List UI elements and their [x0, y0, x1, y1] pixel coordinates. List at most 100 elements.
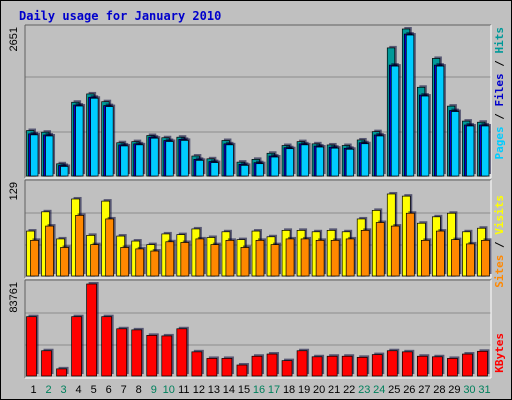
kbytes-bar: [41, 350, 52, 377]
sites-bar: [436, 230, 445, 277]
day-label: 13: [208, 384, 220, 396]
legend-bottom: KBytes: [493, 333, 506, 373]
pages-bar: [300, 144, 309, 177]
kbytes-bar: [477, 350, 488, 377]
kbytes-bar: [371, 354, 383, 377]
day-label: 2: [45, 384, 51, 396]
legend-entry: /: [493, 54, 506, 74]
legend-entry: Pages: [493, 126, 506, 159]
day-label: 1: [30, 384, 36, 396]
kbytes-bar: [432, 356, 443, 377]
chart-title: Daily usage for January 2010: [19, 9, 222, 23]
pages-bar: [330, 147, 339, 177]
max-label-top: 2651: [8, 27, 20, 51]
pages-bar: [135, 144, 144, 177]
sites-bar: [315, 239, 325, 277]
sites-bar: [390, 225, 400, 277]
pages-bar: [210, 162, 219, 177]
pages-bar: [436, 65, 445, 177]
sites-bar: [90, 244, 99, 277]
kbytes-bar: [356, 356, 368, 377]
day-label: 20: [313, 384, 325, 396]
kbytes-bar: [26, 316, 37, 377]
sites-bar: [466, 243, 475, 277]
day-label: 23: [358, 384, 370, 396]
sites-bar: [210, 244, 220, 277]
legend-middle: Sites / Visits: [493, 195, 506, 288]
sites-bar: [60, 247, 69, 277]
pages-bar: [30, 134, 39, 177]
day-label: 25: [388, 384, 400, 396]
kbytes-bar: [101, 316, 113, 377]
legend-entry: Visits: [493, 195, 506, 235]
sites-bar: [451, 239, 460, 277]
pages-bar: [150, 137, 159, 177]
pages-bar: [60, 166, 69, 177]
pages-bar: [120, 145, 129, 177]
legend-entry: Hits: [493, 27, 506, 54]
pages-bar: [195, 160, 204, 177]
pages-bar: [255, 163, 264, 177]
pages-bar: [405, 34, 415, 177]
kbytes-bar: [206, 358, 218, 377]
legend-entry: Sites: [493, 255, 506, 288]
pages-bar: [105, 106, 114, 177]
pages-bar: [285, 148, 294, 177]
pages-bar: [45, 135, 54, 177]
kbytes-bar: [86, 283, 97, 377]
sites-bar: [30, 239, 39, 277]
legend-entry: /: [493, 235, 506, 255]
sites-bar: [345, 238, 355, 277]
legend-entry: /: [493, 107, 506, 127]
day-label: 29: [448, 384, 460, 396]
kbytes-bar: [401, 351, 413, 377]
day-label: 10: [163, 384, 175, 396]
pages-bar: [345, 148, 355, 177]
day-label: 24: [373, 384, 385, 396]
kbytes-bar: [296, 350, 308, 377]
pages-bar: [75, 105, 84, 177]
day-label: 18: [283, 384, 295, 396]
day-label: 9: [151, 384, 157, 396]
day-label: 15: [238, 384, 250, 396]
day-label: 31: [478, 384, 490, 396]
day-label: 4: [76, 384, 82, 396]
pages-bar: [180, 140, 189, 177]
sites-bar: [285, 238, 295, 277]
day-label: 28: [433, 384, 445, 396]
pages-bar: [390, 65, 400, 177]
day-label: 7: [121, 384, 127, 396]
max-label-middle: 129: [8, 182, 20, 200]
sites-bar: [195, 238, 205, 277]
sites-bar: [375, 222, 385, 277]
sites-bar: [405, 212, 415, 277]
day-label: 5: [91, 384, 97, 396]
legend-top: Pages / Files / Hits: [493, 27, 506, 160]
kbytes-bar: [447, 358, 458, 377]
sites-bar: [240, 247, 250, 277]
sites-bar: [270, 244, 280, 277]
sites-bar: [165, 241, 175, 277]
sites-bar: [300, 238, 310, 277]
kbytes-bar: [281, 360, 293, 377]
legend-entry: KBytes: [493, 333, 506, 373]
day-label: 17: [268, 384, 280, 396]
sites-bar: [225, 239, 235, 277]
day-label: 6: [106, 384, 112, 396]
max-label-bottom: 83761: [8, 282, 20, 313]
pages-bar: [466, 125, 475, 177]
sites-bar: [105, 218, 115, 277]
day-label: 26: [403, 384, 415, 396]
kbytes-bar: [236, 364, 248, 377]
day-label: 11: [178, 384, 189, 396]
kbytes-bar: [311, 356, 323, 377]
pages-bar: [420, 95, 430, 177]
pages-bar: [225, 144, 234, 177]
kbytes-bar: [56, 368, 67, 377]
sites-bar: [150, 250, 160, 277]
sites-bar: [45, 225, 54, 277]
kbytes-bar: [116, 328, 128, 377]
pages-bar: [315, 146, 324, 177]
day-label: 21: [328, 384, 340, 396]
